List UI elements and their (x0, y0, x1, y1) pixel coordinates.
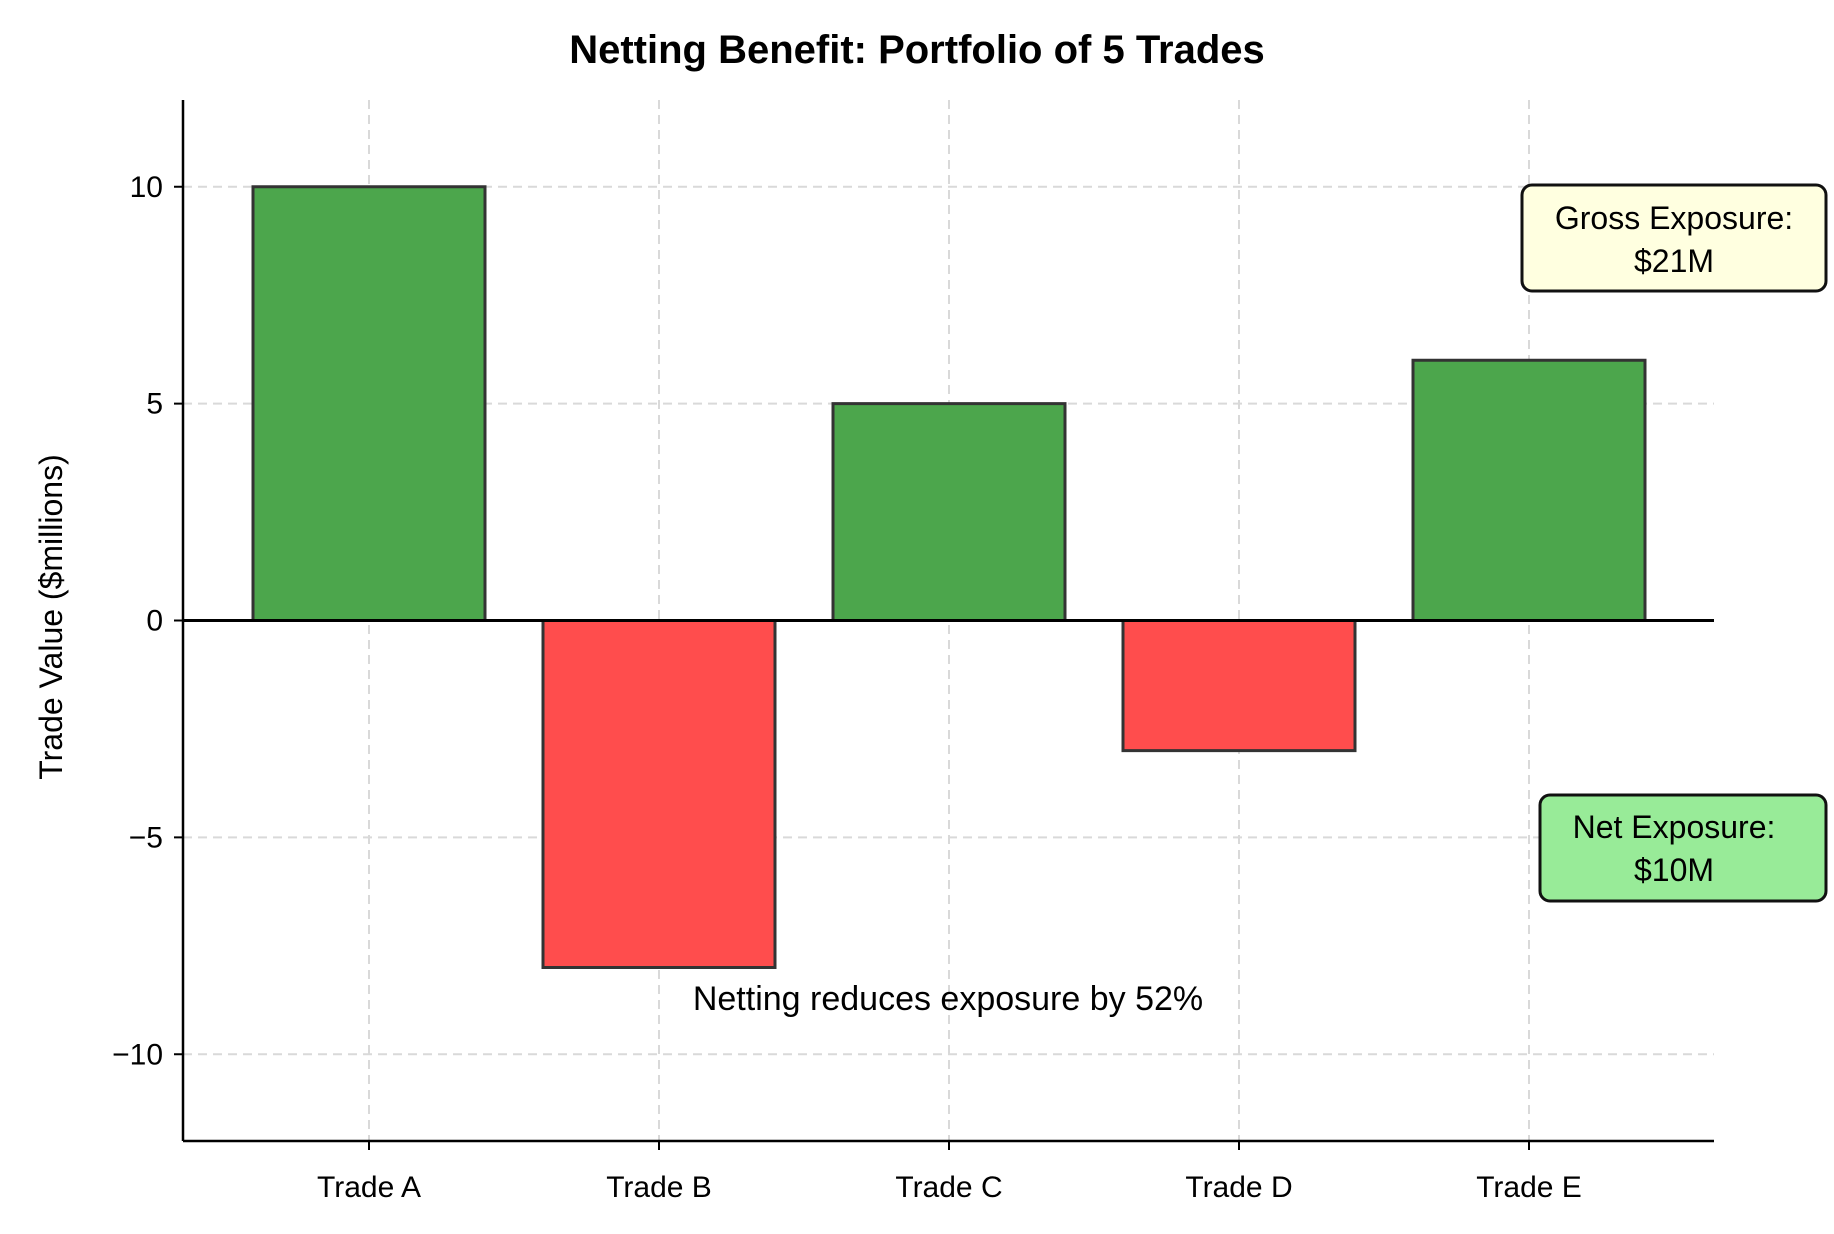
y-tick-label: −5 (129, 821, 163, 854)
chart-title: Netting Benefit: Portfolio of 5 Trades (569, 28, 1265, 72)
bar-trade-a (251, 185, 487, 622)
x-tick-label: Trade E (1476, 1171, 1582, 1204)
y-tick-label: 0 (146, 605, 163, 638)
net-exposure-box: Net Exposure: $10M (1538, 793, 1828, 903)
net-exposure-value: $10M (1634, 852, 1714, 888)
bar-trade-b (541, 619, 777, 969)
net-exposure-label: Net Exposure: (1573, 809, 1776, 845)
x-ticks: Trade A Trade B Trade C Trade D Trade E (317, 1141, 1582, 1204)
bar-trade-c (831, 402, 1067, 622)
bar-trade-d (1121, 619, 1357, 753)
bar-trade-e (1411, 358, 1647, 622)
netting-annotation: Netting reduces exposure by 52% (693, 980, 1203, 1018)
gross-exposure-label: Gross Exposure: (1555, 200, 1793, 236)
gross-exposure-box-bg (1520, 183, 1828, 293)
y-axis-label: Trade Value ($millions) (33, 454, 69, 779)
y-tick-label: 10 (130, 171, 163, 204)
net-exposure-box-bg (1538, 793, 1828, 903)
x-tick-label: Trade D (1185, 1171, 1292, 1204)
gross-exposure-box: Gross Exposure: $21M (1520, 183, 1828, 293)
x-tick-label: Trade B (606, 1171, 712, 1204)
gross-exposure-value: $21M (1634, 243, 1714, 279)
x-tick-label: Trade C (895, 1171, 1002, 1204)
y-ticks: −10 −5 0 5 10 (112, 171, 183, 1071)
x-tick-label: Trade A (317, 1171, 421, 1204)
y-tick-label: −10 (112, 1038, 163, 1071)
y-tick-label: 5 (146, 388, 163, 421)
bars (251, 185, 1647, 969)
